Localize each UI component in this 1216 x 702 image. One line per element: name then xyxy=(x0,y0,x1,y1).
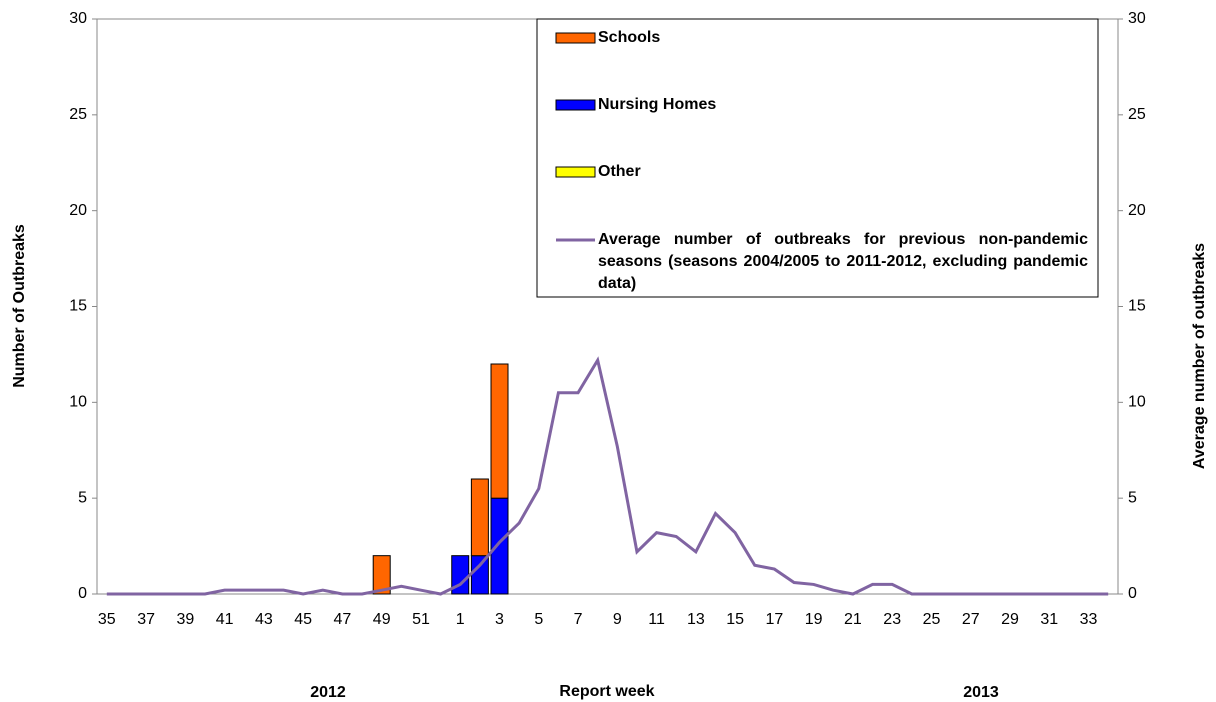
y-tick-label: 20 xyxy=(69,202,87,219)
y2-tick-label: 15 xyxy=(1128,298,1146,315)
legend-label: Other xyxy=(598,163,641,180)
x-tick-label: 41 xyxy=(216,611,234,628)
line xyxy=(106,356,1109,596)
legend-swatch xyxy=(555,166,596,178)
legend-label: Average number of outbreaks for previous… xyxy=(598,231,1088,292)
x-tick-label: 37 xyxy=(137,611,155,628)
x-tick-label: 13 xyxy=(687,611,705,628)
x-tick-label: 25 xyxy=(923,611,941,628)
x-tick-label: 47 xyxy=(334,611,352,628)
x-tick-label: 33 xyxy=(1080,611,1098,628)
x-tick-label: 7 xyxy=(574,611,583,628)
x-axis-title: Report week xyxy=(559,683,654,700)
y2-tick-label: 25 xyxy=(1128,106,1146,123)
y2-tick-label: 0 xyxy=(1128,585,1137,602)
x-tick-label: 5 xyxy=(534,611,543,628)
bar xyxy=(490,497,509,595)
y-tick-label: 15 xyxy=(69,298,87,315)
y2-tick-label: 30 xyxy=(1128,10,1146,27)
legend-swatch xyxy=(555,32,596,44)
y-tick-label: 5 xyxy=(78,489,87,506)
x-tick-label: 29 xyxy=(1001,611,1019,628)
legend-label: Schools xyxy=(598,29,660,46)
y-tick-label: 10 xyxy=(69,394,87,411)
x-tick-label: 43 xyxy=(255,611,273,628)
legend-box xyxy=(536,18,1099,298)
y2-tick-label: 5 xyxy=(1128,489,1137,506)
x-tick-label: 17 xyxy=(765,611,783,628)
x-tick-label: 35 xyxy=(98,611,116,628)
x-tick-label: 21 xyxy=(844,611,862,628)
y-tick-label: 0 xyxy=(78,585,87,602)
year-label: 2013 xyxy=(963,684,999,701)
legend-label: Nursing Homes xyxy=(598,96,716,113)
bar xyxy=(470,478,489,557)
x-tick-label: 27 xyxy=(962,611,980,628)
x-tick-label: 15 xyxy=(726,611,744,628)
x-tick-label: 11 xyxy=(648,611,665,628)
x-tick-label: 51 xyxy=(412,611,430,628)
y-tick-label: 25 xyxy=(69,106,87,123)
x-tick-label: 23 xyxy=(883,611,901,628)
x-tick-label: 1 xyxy=(456,611,465,628)
y2-axis-title: Average number of outbreaks xyxy=(1191,243,1208,469)
x-tick-label: 19 xyxy=(805,611,823,628)
x-tick-label: 49 xyxy=(373,611,391,628)
x-tick-label: 31 xyxy=(1040,611,1058,628)
bar xyxy=(372,555,391,595)
year-label: 2012 xyxy=(310,684,346,701)
x-tick-label: 3 xyxy=(495,611,504,628)
legend-swatch xyxy=(555,99,596,111)
x-tick-label: 9 xyxy=(613,611,622,628)
x-tick-label: 45 xyxy=(294,611,312,628)
y2-tick-label: 20 xyxy=(1128,202,1146,219)
x-tick-label: 39 xyxy=(176,611,194,628)
bar xyxy=(470,555,489,595)
bar xyxy=(490,363,509,499)
y-tick-label: 30 xyxy=(69,10,87,27)
y-axis-title: Number of Outbreaks xyxy=(11,224,28,388)
y2-tick-label: 10 xyxy=(1128,394,1146,411)
